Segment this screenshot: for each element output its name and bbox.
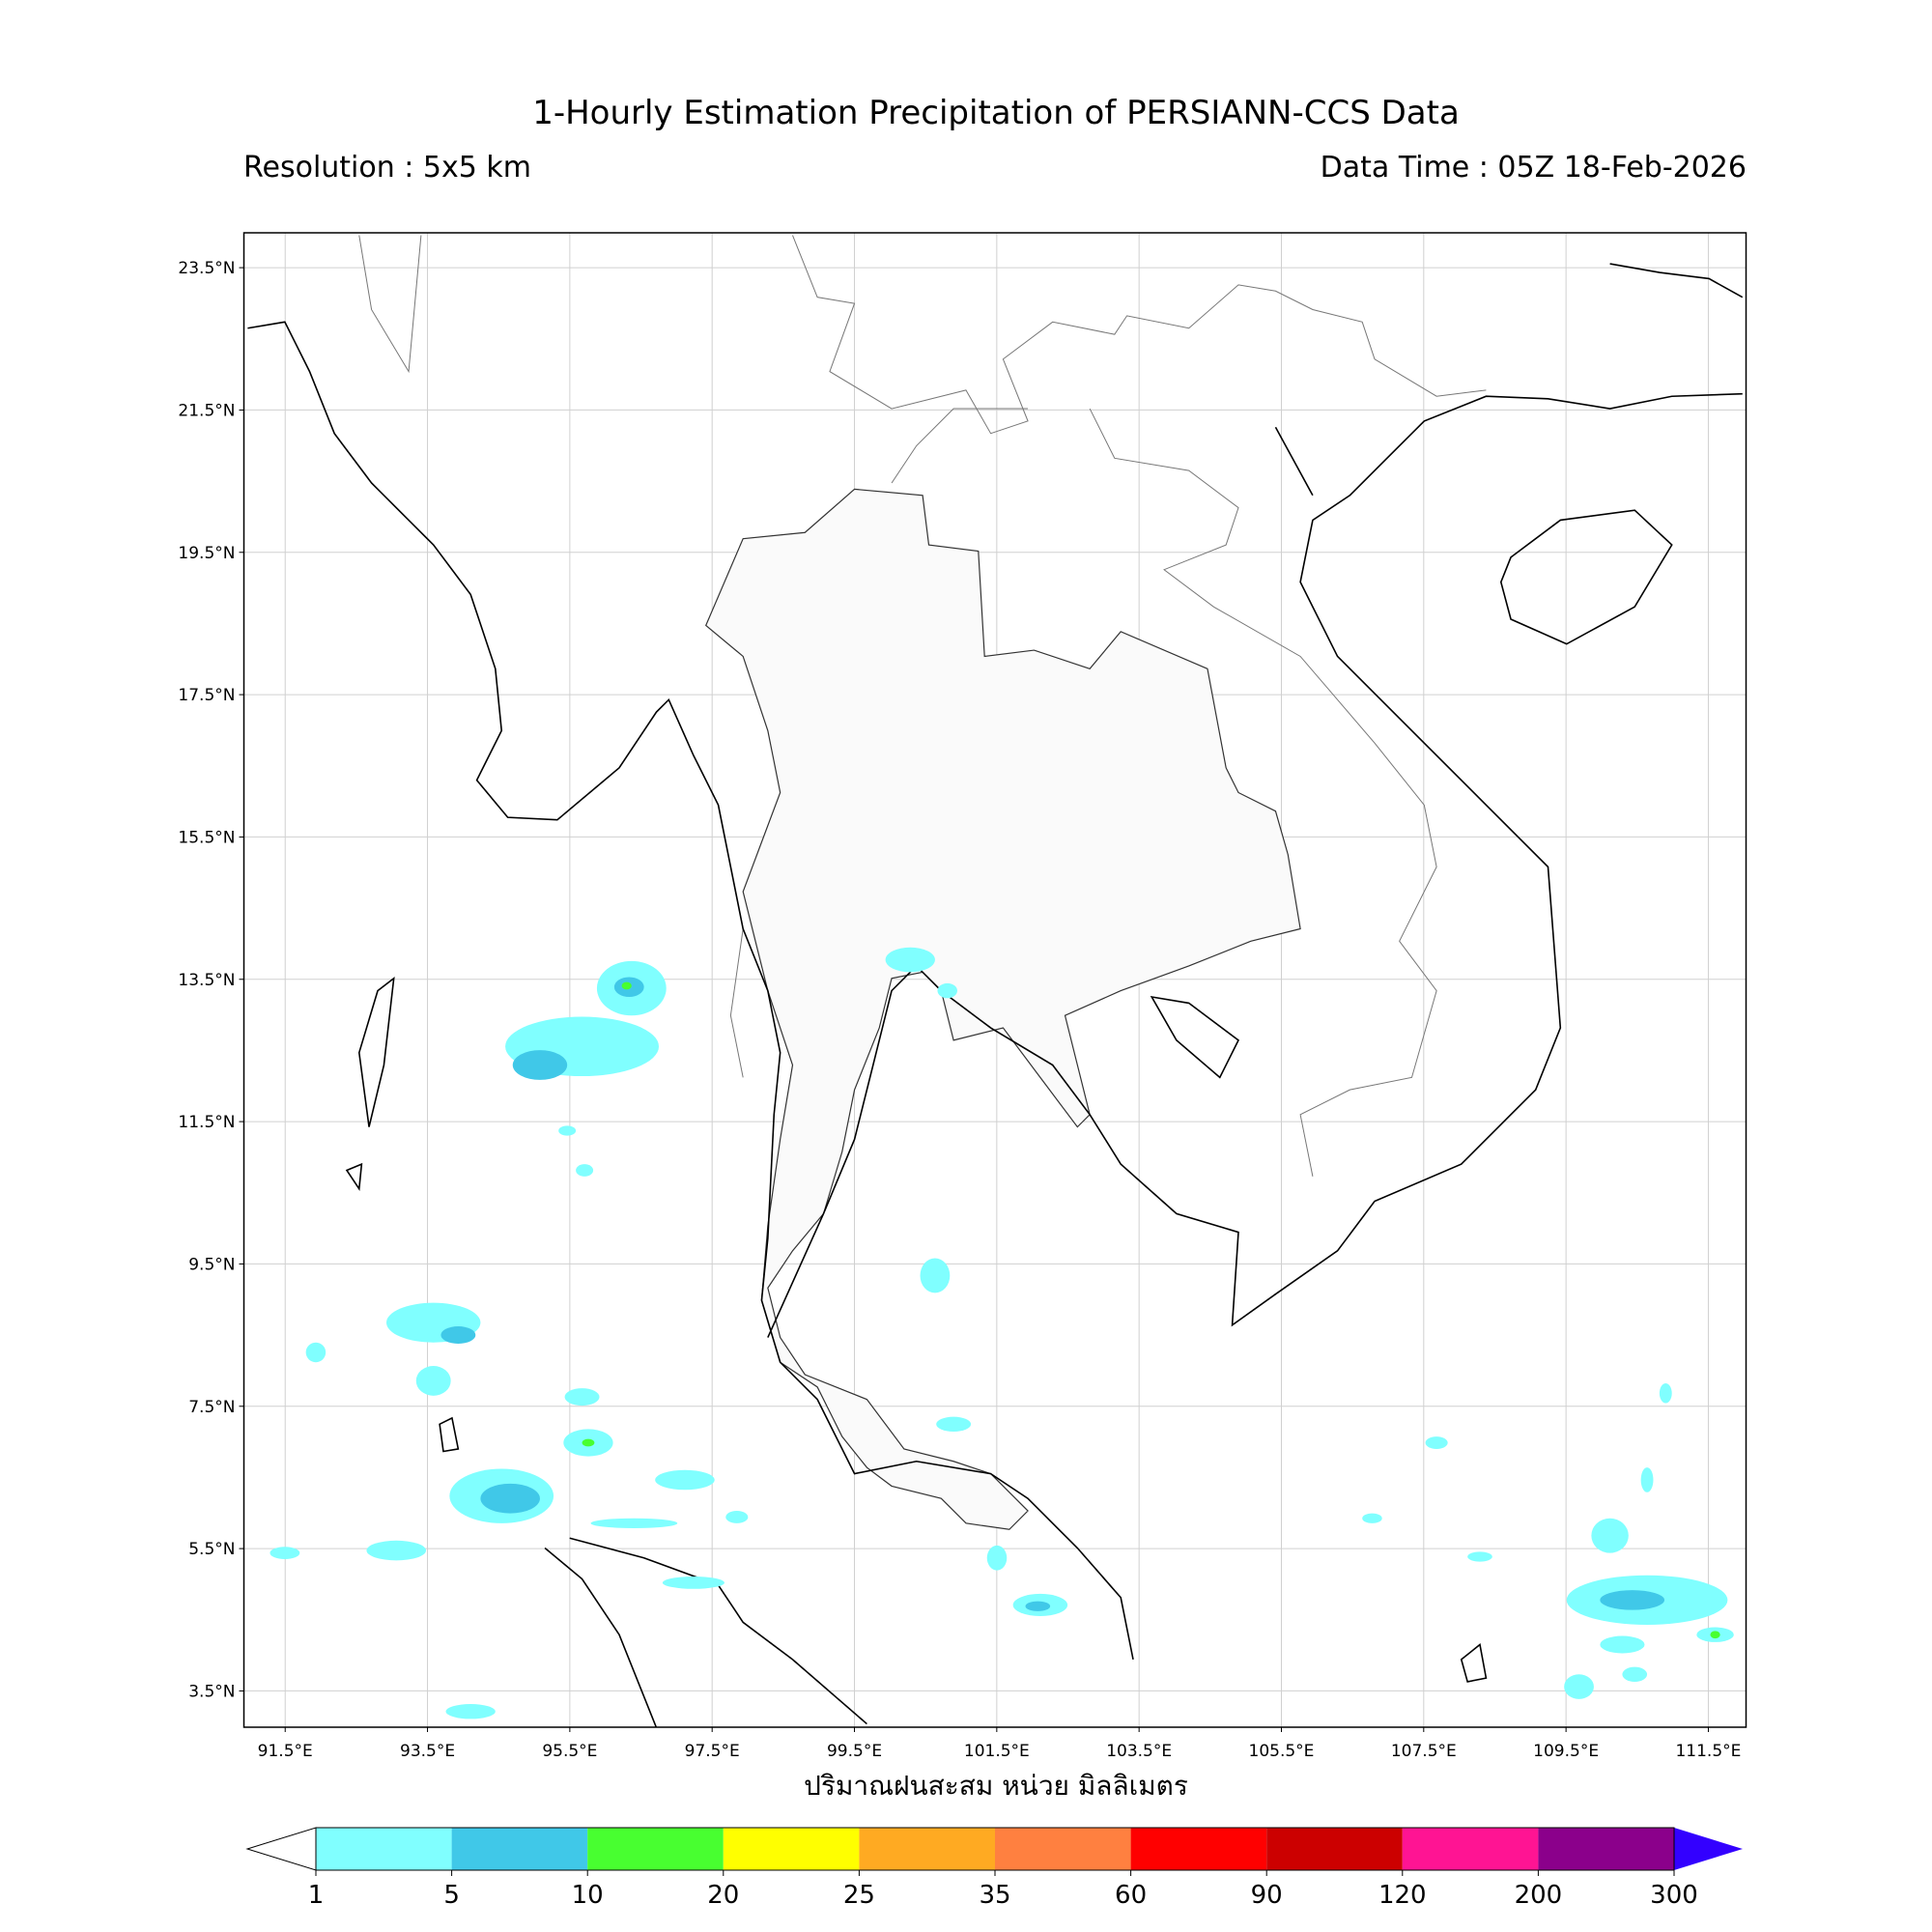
lon-tick-label: 105.5°E bbox=[1249, 1742, 1315, 1761]
rain-area bbox=[558, 1125, 577, 1136]
colorbar-tick-label: 120 bbox=[1378, 1881, 1427, 1910]
rain-area bbox=[1640, 1467, 1654, 1492]
colorbar-segment bbox=[995, 1828, 1131, 1870]
rain-area bbox=[576, 1164, 594, 1177]
colorbar-segment bbox=[859, 1828, 995, 1870]
lat-tick-label: 3.5°N bbox=[188, 1682, 235, 1701]
resolution: Resolution : 5x5 km bbox=[243, 151, 531, 185]
rain-area bbox=[662, 1576, 724, 1589]
rain-area bbox=[885, 947, 935, 973]
rain-area bbox=[1659, 1382, 1672, 1404]
rain-area bbox=[937, 982, 957, 999]
lat-tick-label: 15.5°N bbox=[178, 828, 235, 847]
colorbar-segment bbox=[723, 1828, 860, 1870]
lon-tick-label: 93.5°E bbox=[400, 1742, 455, 1761]
lat-tick-label: 5.5°N bbox=[188, 1540, 235, 1559]
rain-area bbox=[986, 1545, 1008, 1571]
rain-area bbox=[270, 1547, 300, 1560]
thailand bbox=[706, 489, 1300, 1529]
rain-area bbox=[1591, 1518, 1629, 1553]
colorbar-segment bbox=[316, 1828, 452, 1870]
rain-area bbox=[564, 1388, 600, 1406]
map-features bbox=[247, 236, 1742, 1728]
colorbar-tick-label: 20 bbox=[707, 1881, 739, 1910]
colorbar-tick-label: 90 bbox=[1251, 1881, 1283, 1910]
graticule bbox=[243, 233, 1747, 1727]
title: 1-Hourly Estimation Precipitation of PER… bbox=[532, 94, 1460, 132]
rain-area bbox=[920, 1258, 951, 1293]
lon-tick-label: 101.5°E bbox=[964, 1742, 1030, 1761]
map-frame bbox=[242, 232, 1747, 1728]
lat-tick-label: 11.5°N bbox=[178, 1113, 235, 1132]
tick-labels: 91.5°E 93.5°E 95.5°E 97.5°E 99.5°E 101.5°E 103… bbox=[178, 259, 1741, 1761]
rain-area bbox=[725, 1511, 749, 1523]
colorbar-tick-label: 1 bbox=[308, 1881, 325, 1910]
lon-tick-label: 99.5°E bbox=[827, 1742, 882, 1761]
rain-area bbox=[366, 1540, 427, 1561]
lat-tick-label: 19.5°N bbox=[178, 544, 235, 563]
lat-tick-label: 7.5°N bbox=[188, 1398, 235, 1417]
colorbar-segment bbox=[1402, 1828, 1539, 1870]
rain-area bbox=[1025, 1601, 1051, 1611]
colorbar-tick-label: 300 bbox=[1650, 1881, 1698, 1910]
rain-area bbox=[1362, 1513, 1382, 1523]
rain-area bbox=[512, 1050, 568, 1080]
colorbar-tick-label: 35 bbox=[979, 1881, 1010, 1910]
lon-tick-label: 95.5°E bbox=[542, 1742, 597, 1761]
rain-area bbox=[1564, 1674, 1594, 1699]
colorbar-tick-label: 25 bbox=[843, 1881, 875, 1910]
rain-area bbox=[582, 1438, 595, 1447]
lon-tick-label: 103.5°E bbox=[1106, 1742, 1172, 1761]
lon-tick-label: 91.5°E bbox=[258, 1742, 313, 1761]
colorbar-segment bbox=[1538, 1828, 1674, 1870]
rain-area bbox=[655, 1469, 715, 1491]
rain-area bbox=[1710, 1631, 1720, 1639]
rain-area bbox=[440, 1326, 476, 1344]
lat-tick-label: 23.5°N bbox=[178, 259, 235, 278]
rain-area bbox=[480, 1483, 540, 1514]
rain-area bbox=[1425, 1436, 1448, 1449]
lat-tick-label: 9.5°N bbox=[188, 1255, 235, 1274]
rain-area bbox=[936, 1416, 972, 1432]
lon-tick-label: 107.5°E bbox=[1391, 1742, 1457, 1761]
lat-tick-label: 13.5°N bbox=[178, 971, 235, 990]
rain-area bbox=[1600, 1635, 1645, 1654]
country-border bbox=[359, 236, 1487, 1177]
colorbar-segment bbox=[1130, 1828, 1267, 1870]
lat-tick-label: 21.5°N bbox=[178, 401, 235, 420]
rain-area bbox=[621, 981, 632, 990]
colorbar-label: ปริมาณฝนสะสม หน่วย มิลลิเมตร bbox=[804, 1770, 1188, 1802]
rain-area bbox=[590, 1518, 678, 1528]
lon-tick-label: 111.5°E bbox=[1675, 1742, 1741, 1761]
lon-tick-label: 97.5°E bbox=[685, 1742, 740, 1761]
colorbar: 1 5 10 20 25 35 60 90 120 200 300 bbox=[245, 1827, 1743, 1910]
rain-area bbox=[1600, 1590, 1665, 1610]
colorbar-tick-label: 60 bbox=[1115, 1881, 1147, 1910]
rain-area bbox=[305, 1342, 327, 1363]
colorbar-under bbox=[245, 1827, 317, 1871]
coastline bbox=[247, 264, 1742, 1727]
colorbar-segment bbox=[1266, 1828, 1403, 1870]
colorbar-segment bbox=[451, 1828, 588, 1870]
colorbar-segment bbox=[587, 1828, 724, 1870]
rain-area bbox=[1467, 1551, 1492, 1562]
colorbar-tick-label: 200 bbox=[1515, 1881, 1563, 1910]
lon-tick-label: 109.5°E bbox=[1533, 1742, 1599, 1761]
rain-area bbox=[1622, 1666, 1648, 1682]
colorbar-tick-label: 10 bbox=[572, 1881, 604, 1910]
rain-area bbox=[445, 1704, 496, 1719]
lat-tick-label: 17.5°N bbox=[178, 686, 235, 705]
rain-area bbox=[415, 1366, 451, 1396]
colorbar-over bbox=[1674, 1828, 1743, 1870]
precipitation bbox=[270, 947, 1734, 1719]
data-time: Data Time : 05Z 18-Feb-2026 bbox=[1321, 151, 1747, 185]
colorbar-tick-label: 5 bbox=[443, 1881, 460, 1910]
